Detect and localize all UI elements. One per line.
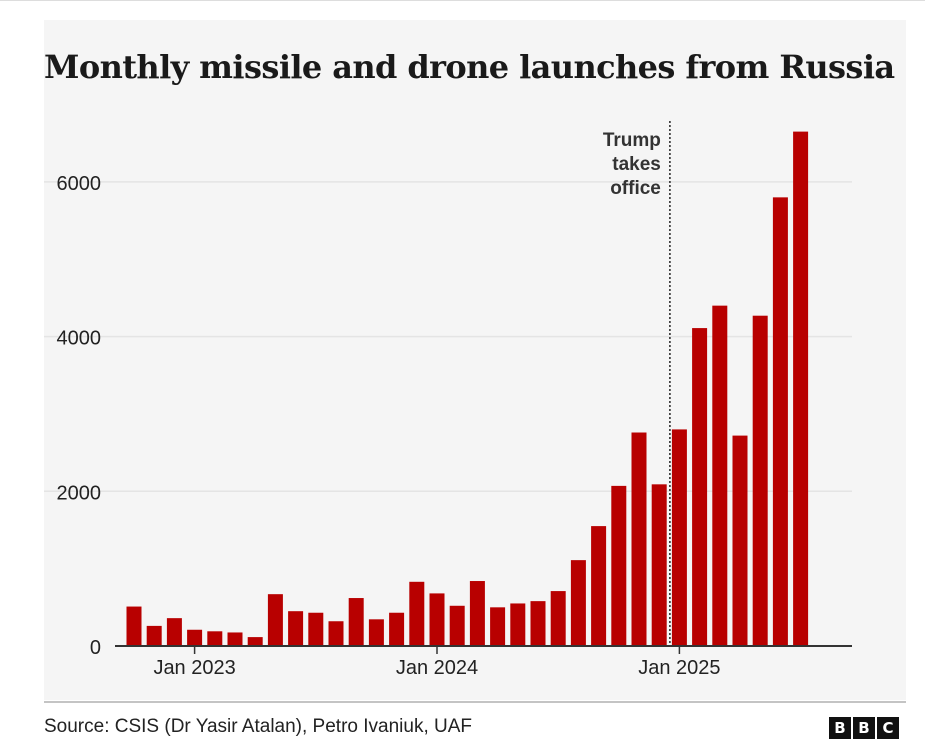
bar: [671, 429, 687, 646]
x-tick-label: Jan 2024: [396, 657, 478, 679]
bar: [772, 197, 788, 646]
bar: [530, 601, 546, 646]
x-tick-label: Jan 2023: [153, 657, 235, 679]
logo-letter-c: C: [877, 717, 899, 739]
bar: [651, 484, 667, 646]
logo-letter-b1: B: [829, 717, 851, 739]
bar: [449, 605, 465, 646]
bars: [126, 131, 809, 647]
footer-rule: [44, 701, 906, 703]
bar: [126, 606, 142, 646]
bar: [692, 328, 708, 646]
bar: [712, 305, 728, 646]
x-tick-label: Jan 2025: [638, 657, 720, 679]
bar: [490, 607, 506, 646]
bar: [510, 603, 526, 646]
bar: [732, 435, 748, 646]
y-tick-label: 4000: [57, 328, 102, 350]
bar: [611, 485, 627, 646]
y-axis-ticks: 0 2000 4000 6000: [57, 173, 102, 659]
y-tick-label: 2000: [57, 482, 102, 504]
bar: [207, 631, 223, 646]
bar: [591, 526, 607, 646]
x-axis: Jan 2023 Jan 2024 Jan 2025: [115, 645, 852, 679]
chart-title: Monthly missile and drone launches from …: [44, 48, 895, 86]
bar: [368, 619, 384, 646]
bar: [267, 594, 283, 646]
bar: [288, 611, 304, 646]
y-tick-label: 0: [90, 637, 101, 659]
bar: [308, 612, 324, 646]
bar: [570, 560, 586, 646]
annotation-text: Trump: [603, 130, 661, 151]
bar: [146, 625, 162, 646]
annotation-text: takes: [612, 154, 661, 175]
bar: [793, 131, 809, 647]
bar: [247, 637, 263, 646]
bar: [469, 581, 485, 646]
y-tick-label: 6000: [57, 173, 102, 195]
source-note: Source: CSIS (Dr Yasir Atalan), Petro Iv…: [44, 716, 473, 737]
bar: [166, 618, 182, 646]
bar: [631, 432, 647, 646]
gridlines: [44, 181, 852, 493]
bar: [752, 315, 768, 646]
bbc-logo: B B C: [829, 717, 899, 739]
bar: [328, 621, 344, 646]
bar: [409, 581, 425, 646]
bar: [550, 591, 566, 646]
bar: [429, 593, 445, 646]
annotation: Trump takes office: [603, 121, 671, 646]
bar: [389, 612, 405, 646]
top-rule: [0, 0, 925, 1]
logo-letter-b2: B: [853, 717, 875, 739]
bar: [348, 598, 364, 646]
bar: [187, 629, 203, 646]
annotation-text: office: [610, 178, 661, 199]
bar: [227, 632, 243, 646]
